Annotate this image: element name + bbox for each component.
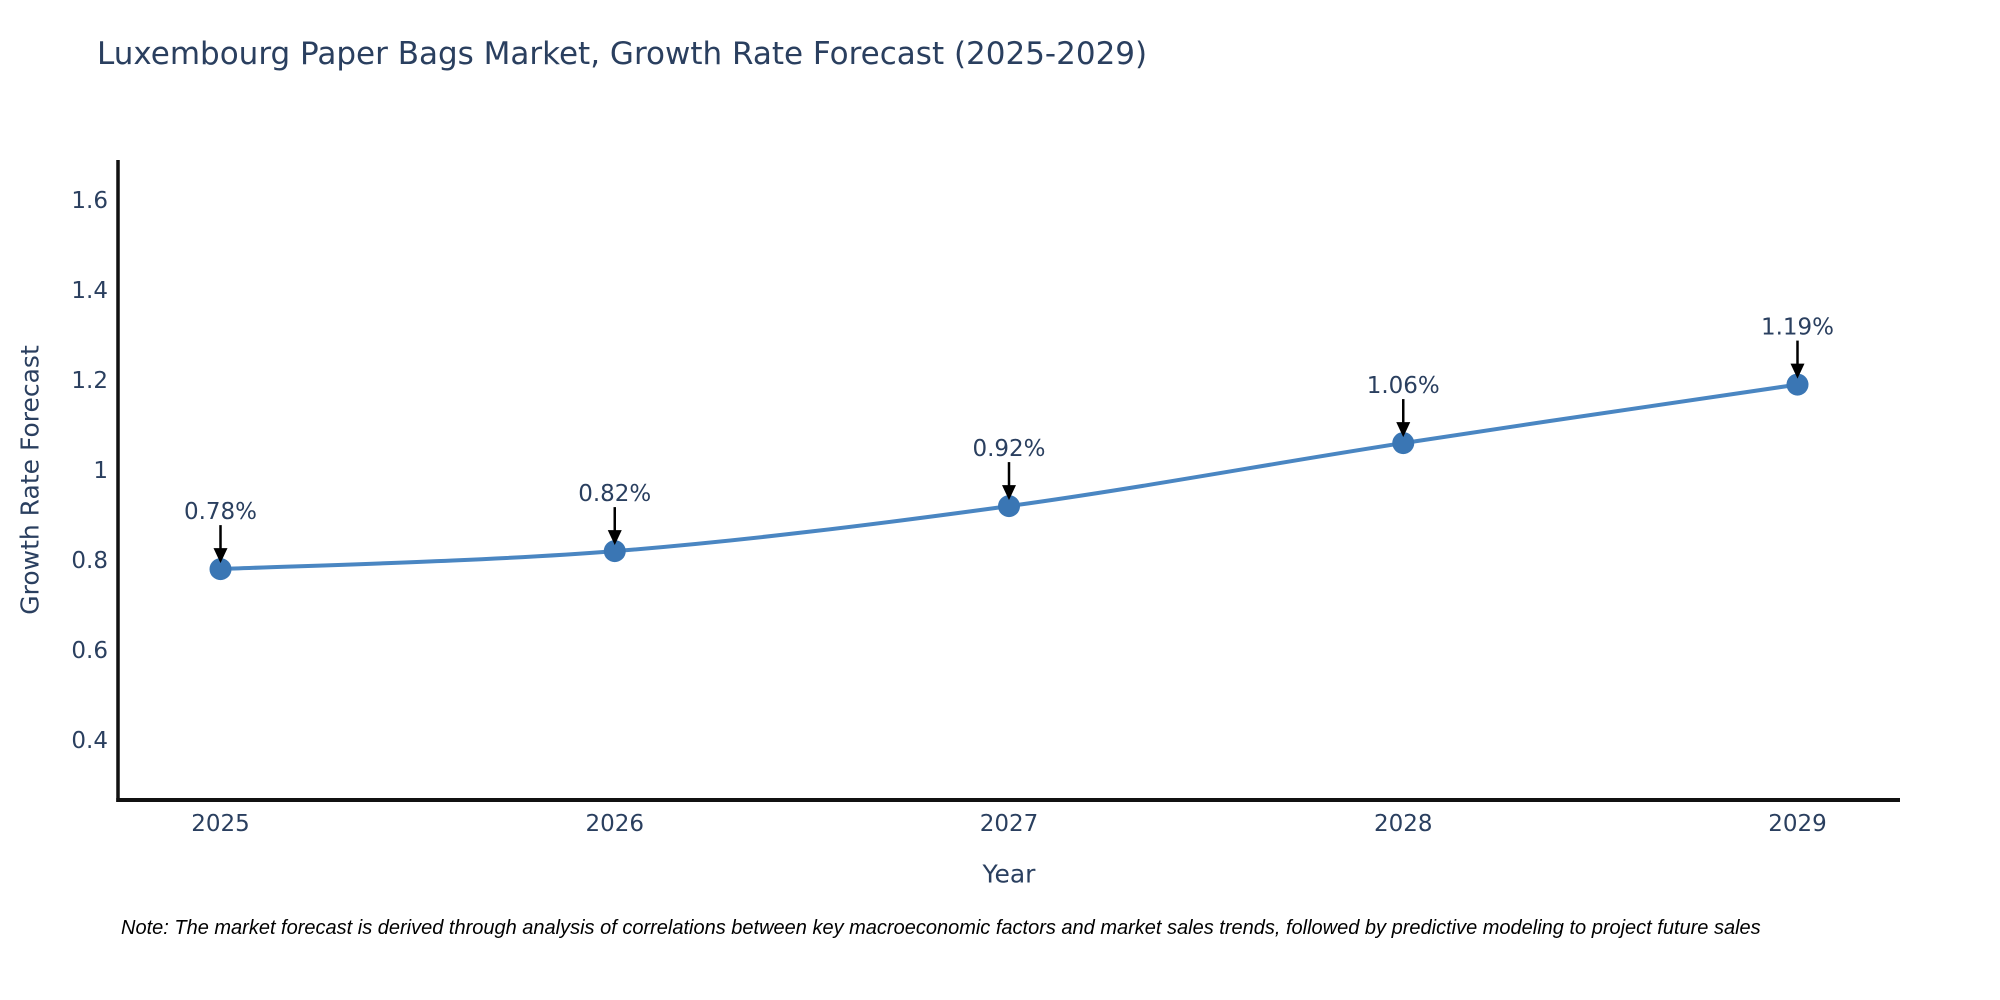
y-axis-title: Growth Rate Forecast [15,345,45,615]
annotation-label: 1.19% [1761,315,1834,341]
data-point-marker[interactable] [209,558,232,581]
chart-title: Luxembourg Paper Bags Market, Growth Rat… [97,36,1148,72]
data-point-marker[interactable] [1786,373,1809,396]
x-tick-label: 2029 [1768,811,1827,837]
data-point-marker[interactable] [998,495,1020,518]
y-tick-label: 0.8 [71,548,108,574]
annotation-label: 0.92% [972,436,1045,462]
y-tick-label: 0.4 [71,728,108,754]
annotation-arrowhead-icon [1002,485,1016,501]
y-tick-label: 1.4 [71,278,108,304]
y-tick-label: 0.6 [71,638,108,664]
y-tick-label: 1 [93,458,108,484]
x-tick-label: 2025 [191,811,250,837]
y-tick-label: 1.6 [71,188,108,214]
x-axis-title: Year [982,859,1036,889]
data-point-marker[interactable] [1392,432,1415,455]
data-point-marker[interactable] [603,540,626,563]
annotation-arrowhead-icon [607,530,622,546]
x-tick-label: 2026 [585,811,644,837]
annotation-label: 0.82% [578,481,651,507]
x-tick-label: 2027 [980,811,1039,837]
annotation-label: 1.06% [1367,373,1440,399]
footnote: Note: The market forecast is derived thr… [121,917,1761,939]
annotation-arrowhead-icon [213,548,228,564]
y-tick-label: 1.2 [71,368,108,394]
x-tick-label: 2028 [1374,811,1433,837]
annotation-label: 0.78% [184,499,257,525]
annotation-arrowhead-icon [1396,422,1411,438]
annotation-arrowhead-icon [1790,363,1805,379]
